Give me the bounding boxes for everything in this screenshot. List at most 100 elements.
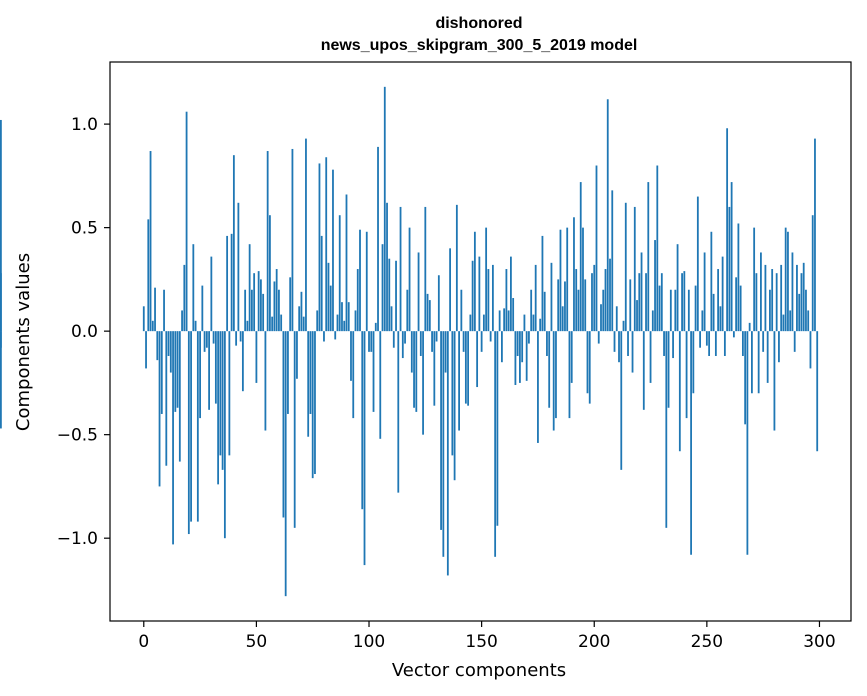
bar-212	[620, 331, 623, 470]
bar-12	[169, 331, 172, 373]
bar-170	[525, 331, 528, 381]
chart-title: dishonored	[435, 15, 522, 32]
bar-61	[280, 314, 283, 332]
bar-73	[307, 331, 310, 437]
bar-255	[717, 269, 720, 332]
bar-33	[217, 331, 220, 485]
bar-90	[345, 194, 348, 332]
bar-133	[442, 331, 445, 557]
bar-164	[512, 298, 515, 332]
y-tick-label: 0.0	[71, 322, 98, 342]
bar-249	[703, 252, 706, 332]
bar-8	[160, 331, 163, 414]
bar-16	[178, 331, 181, 462]
bar-77	[316, 310, 319, 332]
bar-153	[487, 269, 490, 332]
bar-232	[665, 331, 668, 528]
bar-221	[640, 252, 643, 332]
bar-116	[404, 331, 406, 344]
bar-185	[559, 229, 562, 332]
bar-108	[386, 202, 388, 332]
bar-226	[651, 310, 654, 332]
bar-254	[714, 331, 717, 356]
bar-109	[388, 258, 391, 332]
bar-239	[681, 273, 683, 332]
bar-225	[649, 331, 652, 383]
bar-240	[683, 271, 686, 332]
bar-262	[732, 331, 735, 338]
bar-72	[305, 138, 307, 332]
x-axis-ticks: 0 50 100 150 200 250 300	[138, 621, 836, 652]
bar-155	[491, 264, 494, 332]
bar-281	[775, 273, 778, 332]
bar-125	[424, 206, 427, 332]
bar-21	[190, 331, 192, 522]
bar-96	[359, 229, 361, 332]
bar-42	[237, 202, 240, 332]
bar-94	[354, 310, 357, 332]
bar-113	[397, 331, 400, 493]
bar-175	[537, 331, 539, 443]
bar-18	[183, 264, 186, 332]
bar-97	[361, 331, 364, 510]
y-axis-ticks: −1.0 −0.5 0.0 0.5 1.0	[57, 115, 110, 549]
bar-244	[692, 331, 695, 394]
bar-286	[787, 231, 789, 332]
bar-280	[773, 331, 776, 431]
bar-263	[735, 277, 738, 332]
bar-3	[149, 151, 152, 332]
bar-68	[296, 331, 298, 379]
bar-237	[676, 244, 679, 332]
bar-86	[336, 314, 339, 332]
bar-158	[498, 310, 501, 332]
y-tick-label: 0.5	[71, 219, 98, 239]
bar-80	[323, 331, 325, 342]
bar-17	[181, 310, 183, 332]
bar-60	[278, 289, 280, 332]
bar-103	[374, 322, 377, 332]
bar-7	[158, 331, 161, 487]
bar-23	[194, 320, 197, 332]
bar-210	[615, 306, 618, 332]
bar-undefined	[0, 119, 2, 332]
bar-130	[435, 331, 438, 342]
bar-0	[142, 306, 145, 332]
x-tick-label: 50	[246, 632, 268, 652]
bar-208	[611, 190, 614, 332]
bar-138	[453, 331, 456, 481]
bar-38	[228, 331, 231, 456]
bar-120	[413, 331, 415, 408]
bar-192	[575, 269, 578, 332]
bar-undefined	[0, 331, 2, 429]
bar-1	[145, 331, 147, 369]
bar-119	[410, 331, 413, 373]
bar-105	[379, 331, 382, 439]
bar-78	[318, 163, 321, 332]
bar-293	[802, 262, 805, 332]
bar-270	[751, 331, 753, 394]
bar-213	[622, 320, 625, 332]
bar-115	[401, 331, 404, 359]
bar-294	[805, 289, 807, 332]
bar-276	[764, 264, 767, 332]
bar-283	[780, 264, 783, 332]
bar-176	[539, 318, 542, 332]
bar-267	[744, 331, 747, 425]
bar-227	[654, 240, 656, 332]
bar-278	[769, 289, 771, 332]
bar-187	[564, 281, 566, 332]
bar-15	[176, 331, 179, 408]
bar-243	[690, 331, 692, 555]
bar-92	[350, 331, 352, 381]
bar-10	[165, 331, 168, 466]
bar-107	[383, 86, 386, 332]
bar-74	[309, 331, 312, 414]
bar-71	[302, 316, 305, 332]
bar-112	[395, 260, 397, 332]
bar-247	[699, 331, 701, 348]
bar-157	[496, 331, 499, 526]
bar-271	[753, 227, 756, 332]
bar-26	[201, 285, 204, 332]
bar-131	[437, 275, 440, 332]
bar-252	[710, 231, 713, 332]
